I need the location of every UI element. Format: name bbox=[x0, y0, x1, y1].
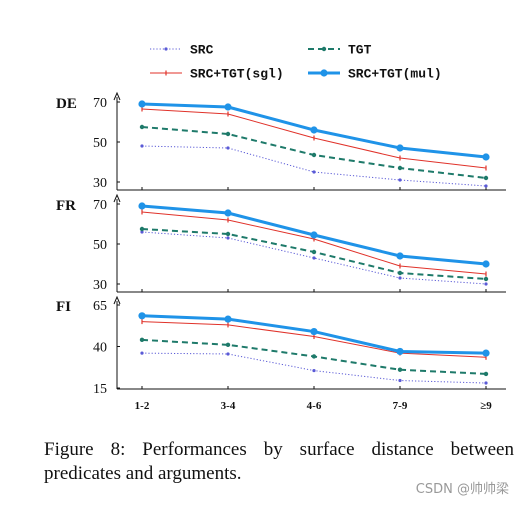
series-line-src-tgt-sgl bbox=[141, 211, 487, 275]
series-tgt-fr bbox=[139, 226, 489, 282]
data-point-tgt bbox=[139, 124, 145, 130]
data-point-tgt bbox=[397, 367, 403, 372]
data-point-tgt bbox=[225, 342, 231, 348]
legend-label-src: SRC bbox=[190, 43, 214, 58]
data-point-src-tgt-mul bbox=[396, 144, 404, 152]
data-point-src bbox=[140, 351, 144, 355]
data-point-src-tgt-mul bbox=[224, 315, 232, 323]
data-point-tgt bbox=[225, 131, 231, 137]
x-tick-label-3: 7-9 bbox=[393, 400, 408, 412]
data-point-src bbox=[312, 368, 316, 373]
data-point-src-tgt-mul bbox=[224, 103, 232, 111]
y-axis-arrow-fr bbox=[113, 193, 121, 203]
legend-marker-tgt bbox=[321, 46, 327, 52]
data-point-src-tgt-mul bbox=[396, 252, 404, 260]
panel-de: 30 50 70 DE bbox=[56, 91, 506, 191]
data-point-src-tgt-mul bbox=[482, 153, 490, 161]
data-point-tgt bbox=[483, 175, 489, 181]
y-axis-arrow-fi bbox=[113, 295, 121, 305]
y-tick-label-fi-65: 65 bbox=[93, 299, 107, 314]
data-point-tgt bbox=[311, 152, 317, 158]
legend-marker-src bbox=[164, 47, 168, 51]
data-point-src bbox=[140, 230, 144, 234]
panel-fi: 15 40 65 FI bbox=[56, 295, 506, 397]
data-point-tgt bbox=[483, 371, 489, 377]
series-src-fr bbox=[140, 230, 488, 286]
y-tick-label-fr-50: 50 bbox=[93, 238, 107, 253]
chart-legend: SRC TGT SRC+TGT(sgl) SRC+TGT(mul) bbox=[150, 43, 442, 82]
data-point-src bbox=[226, 352, 230, 356]
data-point-src bbox=[484, 282, 488, 286]
watermark: CSDN @帅帅梁 bbox=[415, 482, 509, 497]
data-point-src-tgt-mul bbox=[138, 202, 146, 210]
data-point-src bbox=[398, 378, 402, 383]
series-src-de bbox=[140, 144, 488, 188]
y-tick-label-fi-40: 40 bbox=[93, 341, 107, 356]
x-tick-label-1: 3-4 bbox=[221, 400, 236, 412]
data-point-src bbox=[226, 236, 230, 240]
series-src-tgt-mul-de bbox=[138, 100, 490, 161]
data-point-tgt bbox=[397, 165, 403, 171]
y-tick-label-de-30: 30 bbox=[93, 176, 107, 191]
data-point-src-tgt-mul bbox=[482, 260, 490, 268]
y-axis-arrow-de bbox=[113, 91, 121, 101]
series-src-tgt-sgl-de bbox=[141, 106, 487, 171]
data-point-src bbox=[398, 276, 402, 280]
data-point-src-tgt-mul bbox=[310, 231, 318, 239]
series-src-fi bbox=[140, 351, 488, 385]
legend-entry-tgt: TGT bbox=[308, 43, 372, 58]
data-point-src-tgt-mul bbox=[310, 126, 318, 134]
data-point-tgt bbox=[311, 249, 317, 255]
panel-label-fr: FR bbox=[56, 198, 76, 214]
legend-label-tgt: TGT bbox=[348, 43, 372, 58]
series-src-tgt-mul-fr bbox=[138, 202, 490, 268]
x-tick-label-2: 4-6 bbox=[307, 400, 322, 412]
y-tick-label-de-50: 50 bbox=[93, 136, 107, 151]
chart-panels: 30 50 70 DE 30 50 70 FR 15 40 65 FI bbox=[56, 91, 506, 397]
series-line-src bbox=[141, 231, 487, 285]
data-point-src-tgt-mul bbox=[310, 327, 318, 336]
y-tick-label-fr-70: 70 bbox=[93, 198, 107, 213]
data-point-src bbox=[226, 146, 230, 150]
data-point-src-tgt-mul bbox=[224, 209, 232, 217]
legend-label-src-tgt-mul: SRC+TGT(mul) bbox=[348, 67, 442, 82]
data-point-src-tgt-mul bbox=[396, 347, 404, 356]
series-tgt-fi bbox=[139, 337, 489, 377]
data-point-src-tgt-mul bbox=[138, 312, 146, 320]
panel-label-fi: FI bbox=[56, 299, 71, 315]
legend-entry-src: SRC bbox=[150, 43, 214, 58]
y-tick-label-fi-15: 15 bbox=[93, 382, 107, 397]
data-point-tgt bbox=[139, 337, 145, 343]
legend-entry-src-tgt-mul: SRC+TGT(mul) bbox=[308, 67, 442, 82]
y-tick-label-fr-30: 30 bbox=[93, 278, 107, 293]
series-tgt-de bbox=[139, 124, 489, 181]
data-point-tgt bbox=[483, 276, 489, 282]
data-point-src bbox=[484, 381, 488, 385]
data-point-src bbox=[484, 184, 488, 188]
x-tick-label-4: ≥9 bbox=[480, 400, 492, 412]
legend-marker-src-tgt-mul bbox=[320, 69, 328, 77]
x-tick-label-0: 1-2 bbox=[135, 400, 150, 412]
figure-caption: Figure 8: Performances by surface distan… bbox=[44, 439, 514, 484]
data-point-src bbox=[140, 144, 144, 148]
data-point-tgt bbox=[139, 226, 145, 232]
panel-label-de: DE bbox=[56, 96, 77, 112]
data-point-src-tgt-mul bbox=[482, 349, 490, 357]
data-point-src bbox=[398, 178, 402, 182]
data-point-tgt bbox=[311, 354, 317, 359]
data-point-tgt bbox=[397, 270, 403, 276]
data-point-src bbox=[312, 170, 316, 174]
series-src-tgt-mul-fi bbox=[138, 312, 490, 357]
data-point-tgt bbox=[225, 231, 231, 237]
y-tick-label-de-70: 70 bbox=[93, 96, 107, 111]
x-axis-tick-labels: 1-2 3-4 4-6 7-9 ≥9 bbox=[135, 400, 493, 412]
legend-entry-src-tgt-sgl: SRC+TGT(sgl) bbox=[150, 67, 284, 82]
series-src-tgt-sgl-fr bbox=[141, 209, 487, 277]
data-point-src bbox=[312, 256, 316, 260]
data-point-src-tgt-mul bbox=[138, 100, 146, 108]
legend-label-src-tgt-sgl: SRC+TGT(sgl) bbox=[190, 67, 284, 82]
panel-fr: 30 50 70 FR bbox=[56, 193, 506, 293]
